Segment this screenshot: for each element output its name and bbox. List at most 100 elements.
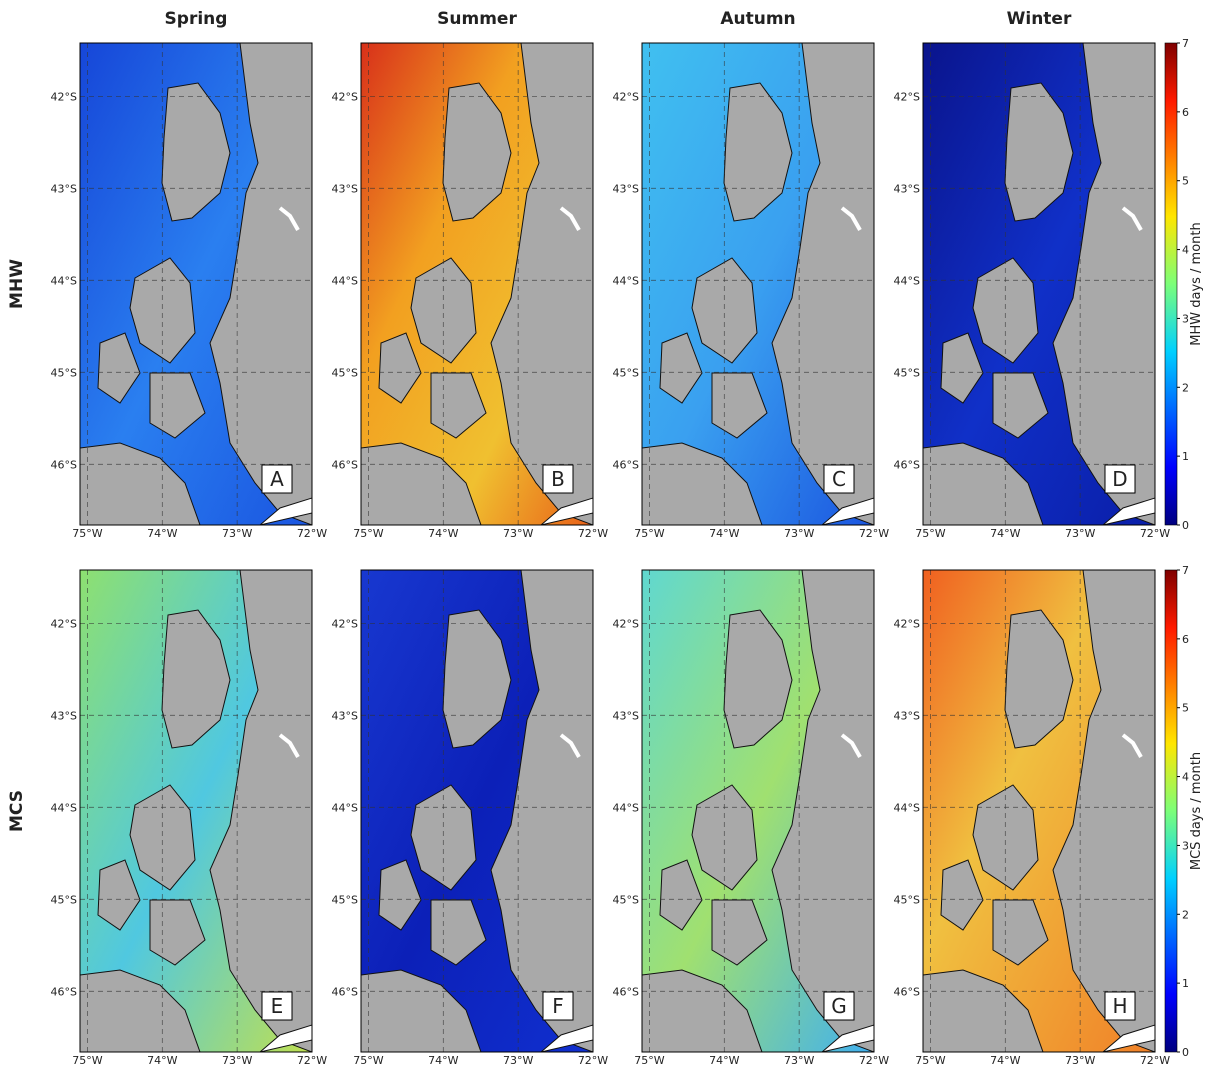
map-panel — [923, 570, 1155, 1052]
lon-tick-label: 73°W — [784, 1054, 814, 1067]
colorbar-tick-label: 5 — [1182, 175, 1189, 188]
colorbar-tick-label: 7 — [1182, 564, 1189, 577]
lat-tick-label: 42°S — [332, 90, 358, 103]
panel-letter: G — [831, 994, 847, 1018]
lat-tick-label: 44°S — [894, 274, 920, 287]
lat-tick-label: 43°S — [51, 709, 77, 722]
lat-tick-label: 46°S — [332, 985, 358, 998]
colorbar-tick-label: 1 — [1182, 450, 1189, 463]
lat-tick-label: 46°S — [332, 458, 358, 471]
lon-tick-label: 73°W — [1065, 1054, 1095, 1067]
lat-tick-label: 42°S — [51, 90, 77, 103]
panel-letter: E — [271, 994, 284, 1018]
lon-tick-label: 73°W — [222, 1054, 252, 1067]
colorbar-tick-label: 4 — [1182, 244, 1189, 257]
lon-tick-label: 74°W — [147, 1054, 177, 1067]
lat-tick-label: 44°S — [894, 801, 920, 814]
row-label: MHW — [7, 259, 27, 309]
lat-tick-label: 43°S — [332, 182, 358, 195]
colorbar — [1165, 43, 1177, 525]
lat-tick-label: 43°S — [613, 709, 639, 722]
lat-tick-label: 42°S — [894, 90, 920, 103]
panel-letter: H — [1112, 994, 1127, 1018]
lat-tick-label: 46°S — [613, 458, 639, 471]
lon-tick-label: 75°W — [72, 527, 102, 540]
map-panel — [642, 570, 874, 1052]
panel-letter: D — [1112, 467, 1127, 491]
column-title: Winter — [1007, 9, 1072, 29]
lat-tick-label: 43°S — [332, 709, 358, 722]
lat-tick-label: 45°S — [613, 366, 639, 379]
lon-tick-label: 73°W — [784, 527, 814, 540]
lat-tick-label: 46°S — [51, 458, 77, 471]
lat-tick-label: 46°S — [51, 985, 77, 998]
lon-tick-label: 72°W — [1140, 527, 1170, 540]
lon-tick-label: 75°W — [72, 1054, 102, 1067]
lat-tick-label: 44°S — [332, 801, 358, 814]
lon-tick-label: 74°W — [990, 1054, 1020, 1067]
lat-tick-label: 43°S — [613, 182, 639, 195]
lat-tick-label: 45°S — [332, 366, 358, 379]
lon-tick-label: 73°W — [1065, 527, 1095, 540]
panel-letter: A — [270, 467, 284, 491]
lon-tick-label: 73°W — [503, 527, 533, 540]
lat-tick-label: 44°S — [613, 801, 639, 814]
lat-tick-label: 44°S — [613, 274, 639, 287]
figure: SpringSummerAutumnWinterMHW75°W74°W73°W7… — [0, 0, 1213, 1088]
panel-letter: C — [832, 467, 846, 491]
lon-tick-label: 73°W — [222, 527, 252, 540]
lat-tick-label: 42°S — [51, 617, 77, 630]
lon-tick-label: 73°W — [503, 1054, 533, 1067]
colorbar-tick-label: 6 — [1182, 633, 1189, 646]
lat-tick-label: 46°S — [613, 985, 639, 998]
lon-tick-label: 72°W — [297, 527, 327, 540]
lat-tick-label: 45°S — [51, 893, 77, 906]
lat-tick-label: 44°S — [51, 801, 77, 814]
colorbar-label: MHW days / month — [1189, 222, 1204, 346]
map-panel — [80, 570, 312, 1052]
colorbar-tick-label: 3 — [1182, 839, 1189, 852]
lat-tick-label: 45°S — [51, 366, 77, 379]
column-title: Autumn — [720, 9, 795, 29]
lon-tick-label: 74°W — [709, 1054, 739, 1067]
lat-tick-label: 42°S — [613, 617, 639, 630]
colorbar-tick-label: 1 — [1182, 977, 1189, 990]
lon-tick-label: 72°W — [859, 1054, 889, 1067]
map-panel — [642, 43, 874, 525]
lat-tick-label: 46°S — [894, 458, 920, 471]
colorbar-tick-label: 5 — [1182, 702, 1189, 715]
lon-tick-label: 75°W — [915, 527, 945, 540]
lat-tick-label: 43°S — [894, 709, 920, 722]
colorbar — [1165, 570, 1177, 1052]
lon-tick-label: 74°W — [428, 1054, 458, 1067]
lon-tick-label: 72°W — [859, 527, 889, 540]
lat-tick-label: 42°S — [613, 90, 639, 103]
colorbar-tick-label: 6 — [1182, 106, 1189, 119]
lat-tick-label: 43°S — [51, 182, 77, 195]
lat-tick-label: 44°S — [332, 274, 358, 287]
colorbar-tick-label: 4 — [1182, 771, 1189, 784]
panel-letter: B — [551, 467, 565, 491]
lat-tick-label: 42°S — [332, 617, 358, 630]
lat-tick-label: 45°S — [894, 366, 920, 379]
colorbar-tick-label: 2 — [1182, 381, 1189, 394]
colorbar-tick-label: 0 — [1182, 519, 1189, 532]
colorbar-tick-label: 3 — [1182, 312, 1189, 325]
column-title: Spring — [165, 9, 228, 29]
lon-tick-label: 75°W — [915, 1054, 945, 1067]
lat-tick-label: 45°S — [894, 893, 920, 906]
lat-tick-label: 46°S — [894, 985, 920, 998]
lat-tick-label: 43°S — [894, 182, 920, 195]
colorbar-label: MCS days / month — [1189, 752, 1204, 870]
lon-tick-label: 72°W — [1140, 1054, 1170, 1067]
lon-tick-label: 75°W — [634, 527, 664, 540]
map-panel — [80, 43, 312, 525]
lon-tick-label: 74°W — [990, 527, 1020, 540]
lon-tick-label: 74°W — [147, 527, 177, 540]
lon-tick-label: 72°W — [578, 1054, 608, 1067]
colorbar-tick-label: 2 — [1182, 908, 1189, 921]
lon-tick-label: 75°W — [634, 1054, 664, 1067]
lon-tick-label: 72°W — [578, 527, 608, 540]
lon-tick-label: 72°W — [297, 1054, 327, 1067]
lat-tick-label: 44°S — [51, 274, 77, 287]
